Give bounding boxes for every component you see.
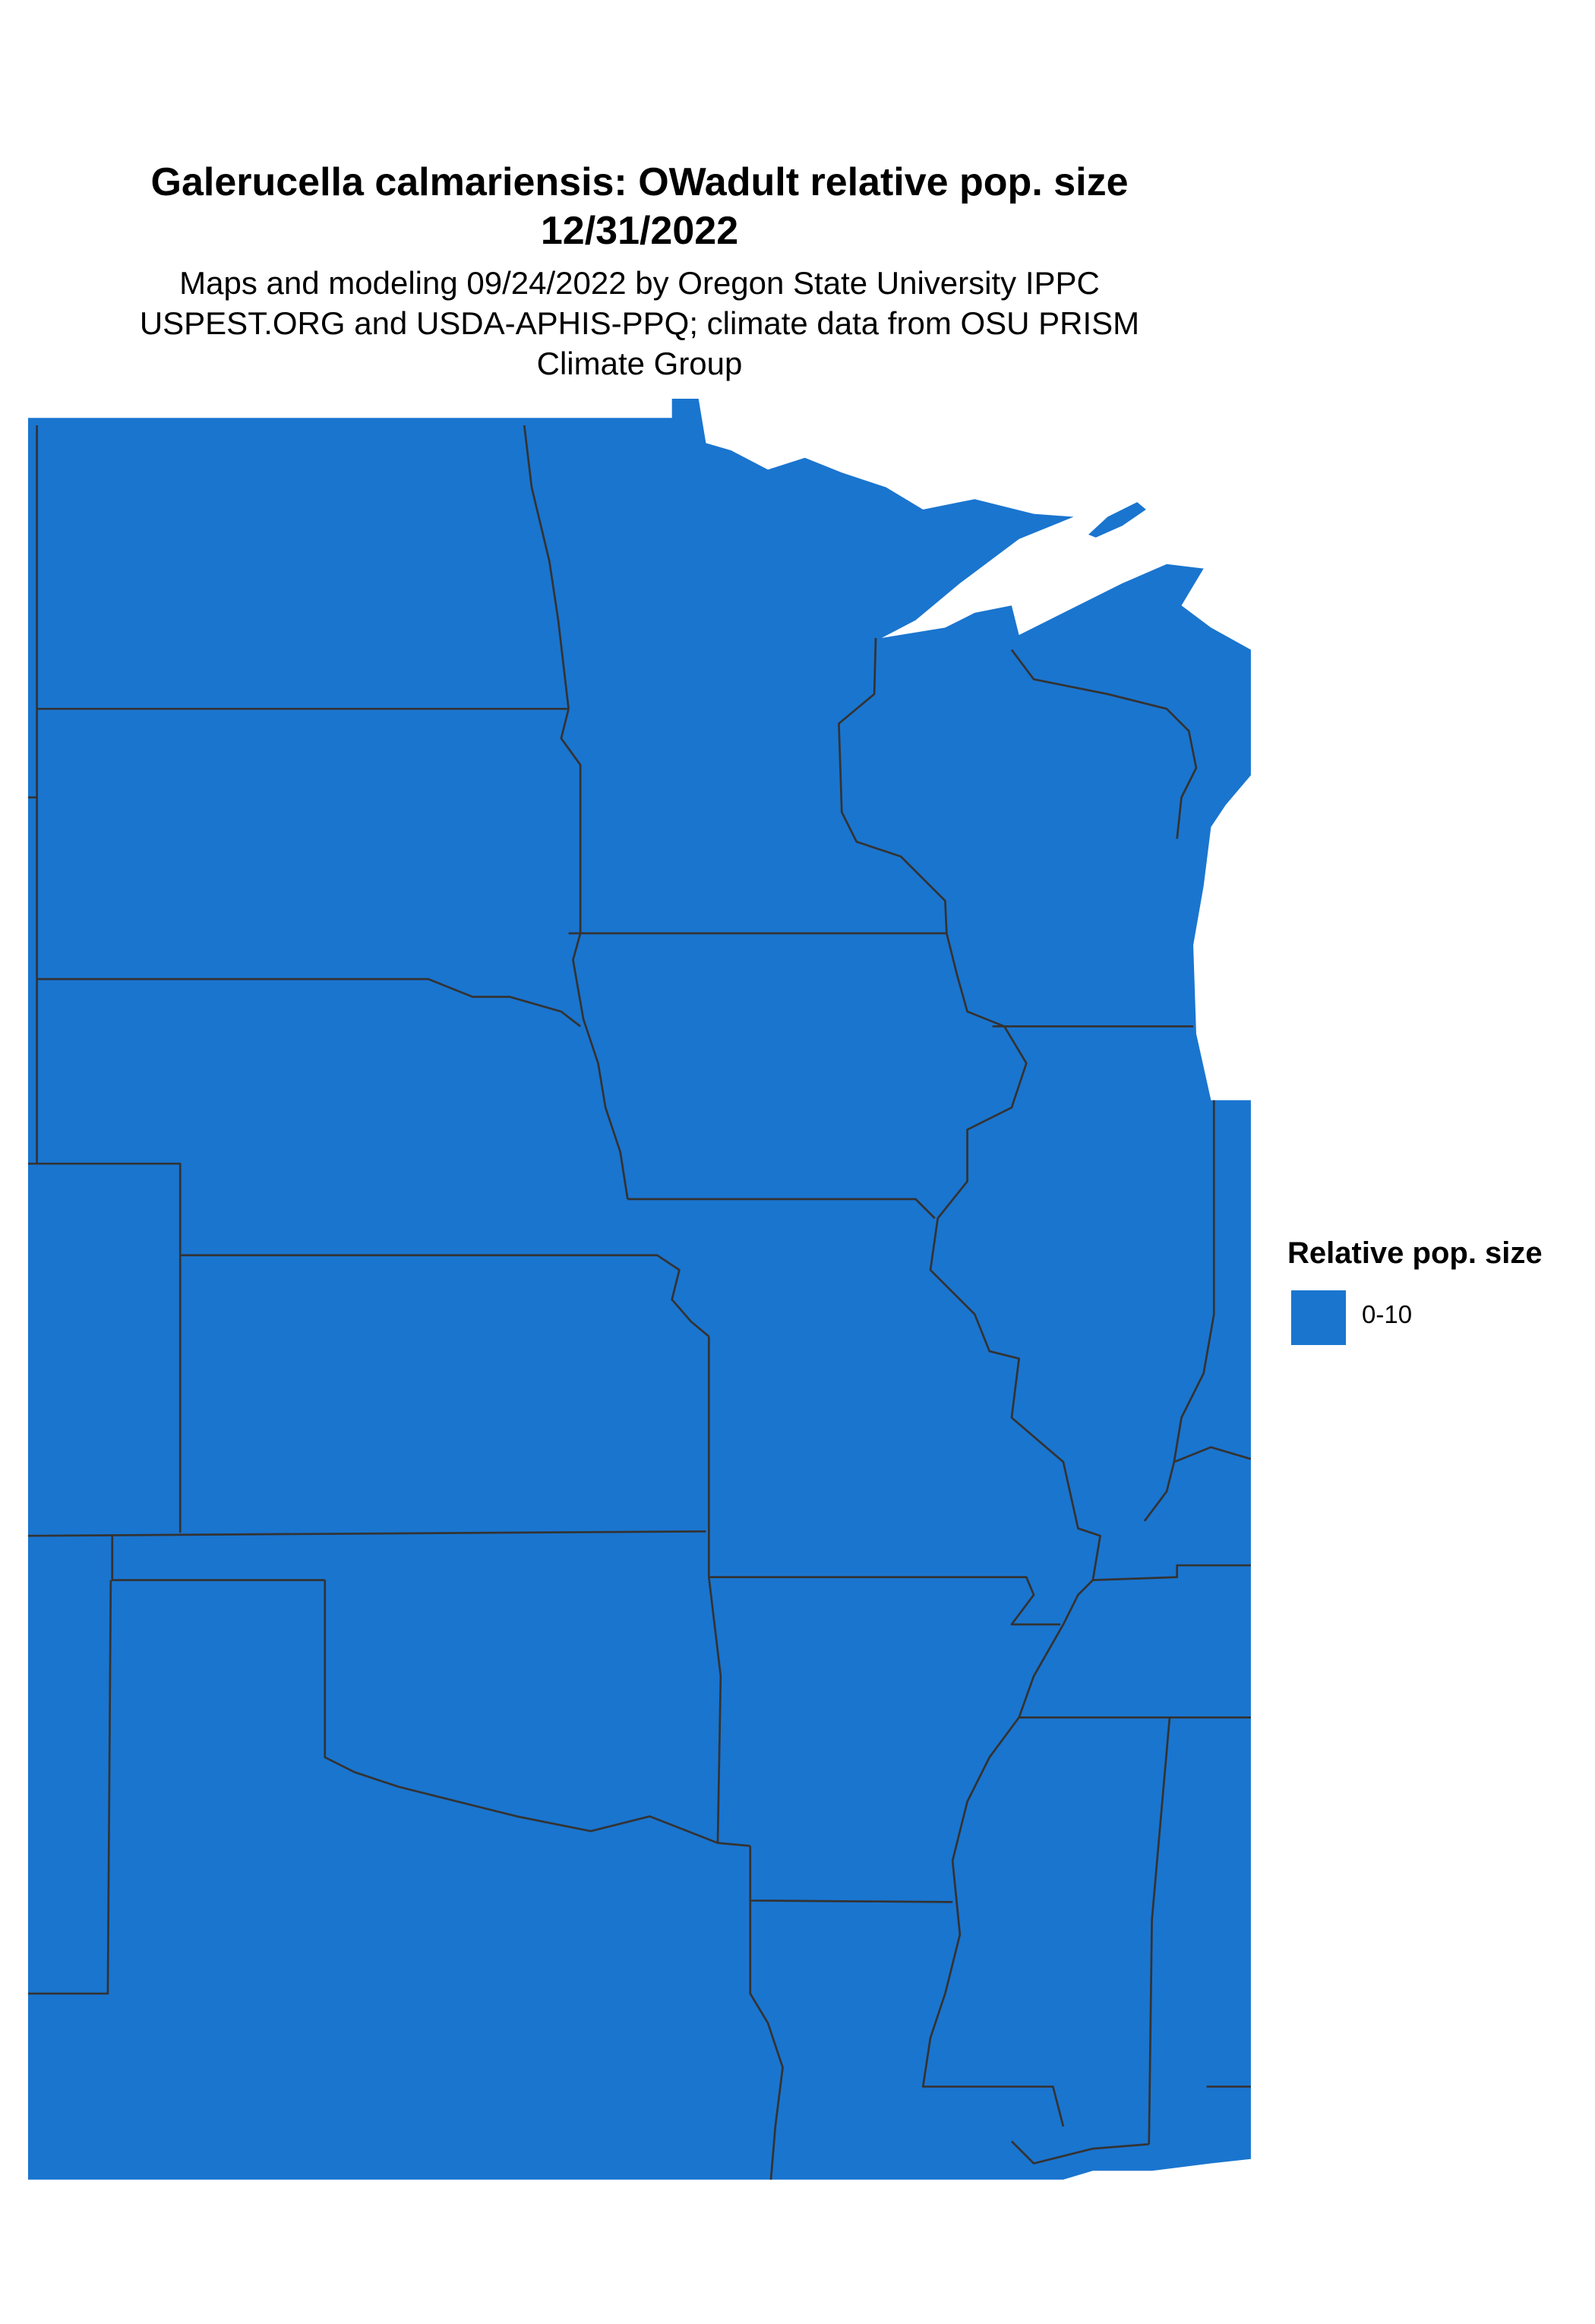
state-border-line: [523, 425, 570, 709]
state-border-line: [27, 1162, 182, 1533]
state-border-line: [1148, 1717, 1171, 2145]
state-border-line: [838, 637, 948, 933]
state-border-line: [111, 1536, 325, 1581]
state-border-line: [1010, 649, 1198, 839]
state-border-line: [180, 1254, 710, 1337]
isle-royale: [1088, 502, 1146, 538]
map-title: Galerucella calmariensis: OWadult relati…: [150, 160, 1129, 204]
subtitle-line-1: Maps and modeling 09/24/2022 by Oregon S…: [179, 265, 1100, 301]
state-border-line: [324, 1580, 750, 1847]
subtitle-line-3: Climate Group: [536, 346, 743, 381]
state-border-line: [27, 1580, 112, 1995]
state-border-line: [27, 1530, 706, 1537]
state-border-line: [560, 708, 582, 933]
state-border-line: [1143, 1100, 1215, 1522]
state-border-line: [929, 933, 1101, 1625]
legend-label: 0-10: [1362, 1300, 1413, 1328]
state-border-line: [1092, 1564, 1251, 1581]
state-border-line: [1173, 1446, 1252, 1464]
state-border-line: [36, 977, 581, 1028]
legend-swatch: [1291, 1290, 1346, 1345]
state-border-line: [1010, 2140, 1149, 2165]
subtitle-line-2: USPEST.ORG and USDA-APHIS-PPQ; climate d…: [139, 305, 1140, 341]
state-border-line: [921, 1624, 1065, 2127]
population-fill-region: [27, 398, 1251, 2180]
state-border-line: [572, 933, 629, 1200]
state-border-line: [709, 1576, 1061, 1626]
state-borders: [27, 425, 1252, 2180]
state-border-line: [627, 1198, 936, 1220]
legend-title: Relative pop. size: [1287, 1236, 1543, 1270]
state-border-line: [749, 1900, 784, 2180]
state-border-line: [707, 1577, 722, 1843]
map-date: 12/31/2022: [540, 209, 739, 253]
